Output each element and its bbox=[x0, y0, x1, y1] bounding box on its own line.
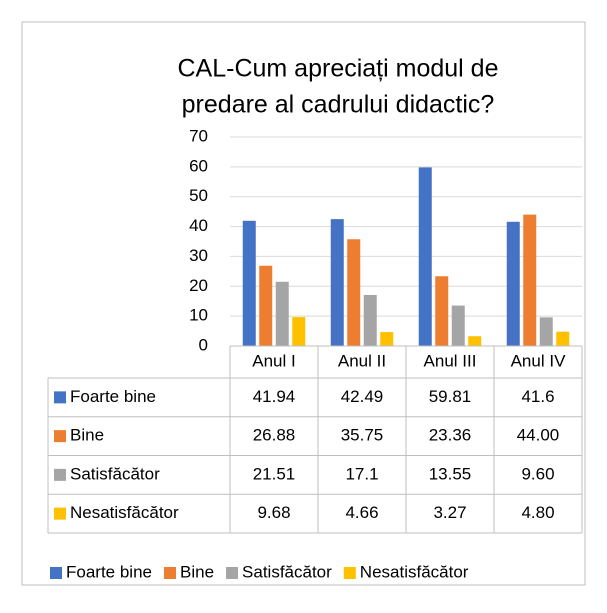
table-legend-key bbox=[54, 391, 66, 404]
x-tick-label: Anul II bbox=[338, 351, 386, 370]
bar bbox=[418, 167, 432, 346]
table-cell: 23.36 bbox=[429, 426, 472, 445]
table-legend-key bbox=[54, 468, 66, 481]
y-tick-label: 10 bbox=[189, 306, 208, 325]
table-cell: 9.60 bbox=[521, 464, 554, 483]
y-tick-label: 70 bbox=[189, 126, 208, 145]
table-cell: 26.88 bbox=[253, 426, 296, 445]
y-tick-label: 60 bbox=[189, 156, 208, 175]
bar bbox=[330, 219, 344, 346]
chart-title: CAL-Cum apreciați modul de bbox=[178, 55, 499, 83]
table-cell: 4.80 bbox=[521, 503, 554, 522]
table-cell: 42.49 bbox=[341, 387, 384, 406]
bar bbox=[451, 305, 465, 346]
bar bbox=[363, 294, 377, 346]
bar bbox=[506, 221, 520, 346]
bar bbox=[539, 317, 553, 346]
bar bbox=[380, 332, 394, 346]
table-legend-key bbox=[54, 507, 66, 520]
legend-key bbox=[226, 567, 239, 579]
table-cell: 4.66 bbox=[345, 503, 378, 522]
table-cell: 41.6 bbox=[521, 387, 554, 406]
table-row-label: Nesatisfăcător bbox=[70, 503, 179, 522]
x-tick-label: Anul I bbox=[252, 351, 295, 370]
y-tick-label: 0 bbox=[199, 335, 208, 354]
table-cell: 41.94 bbox=[253, 387, 296, 406]
table-row-label: Foarte bine bbox=[70, 387, 156, 406]
legend-label: Bine bbox=[180, 562, 214, 581]
table-cell: 13.55 bbox=[429, 464, 472, 483]
bar bbox=[347, 239, 361, 346]
legend-key bbox=[164, 567, 176, 579]
chart-title: predare al cadrului didactic? bbox=[182, 91, 495, 119]
legend-label: Nesatisfăcător bbox=[360, 562, 469, 581]
legend-label: Foarte bine bbox=[66, 562, 152, 581]
legend-key bbox=[343, 567, 356, 579]
bar bbox=[468, 336, 482, 346]
table-cell: 44.00 bbox=[517, 426, 560, 445]
table-cell: 59.81 bbox=[429, 387, 472, 406]
x-tick-label: Anul IV bbox=[511, 351, 566, 370]
legend-label: Satisfăcător bbox=[242, 562, 332, 581]
bar bbox=[259, 265, 273, 346]
bar bbox=[242, 220, 256, 346]
table-cell: 21.51 bbox=[253, 464, 296, 483]
y-tick-label: 40 bbox=[189, 216, 208, 235]
legend-key bbox=[50, 567, 62, 579]
table-row-label: Satisfăcător bbox=[70, 464, 160, 483]
bar bbox=[292, 317, 306, 346]
table-cell: 35.75 bbox=[341, 426, 384, 445]
y-tick-label: 20 bbox=[189, 276, 208, 295]
table-cell: 9.68 bbox=[257, 503, 290, 522]
table-cell: 3.27 bbox=[433, 503, 466, 522]
table-row-label: Bine bbox=[70, 426, 104, 445]
chart-frame bbox=[21, 21, 586, 586]
table-cell: 17.1 bbox=[345, 464, 378, 483]
y-tick-label: 30 bbox=[189, 246, 208, 265]
bar bbox=[523, 214, 537, 346]
bar bbox=[275, 281, 289, 346]
table-legend-key bbox=[54, 430, 66, 443]
bar bbox=[435, 276, 449, 346]
bar bbox=[556, 331, 570, 346]
x-tick-label: Anul III bbox=[424, 351, 477, 370]
y-tick-label: 50 bbox=[189, 186, 208, 205]
